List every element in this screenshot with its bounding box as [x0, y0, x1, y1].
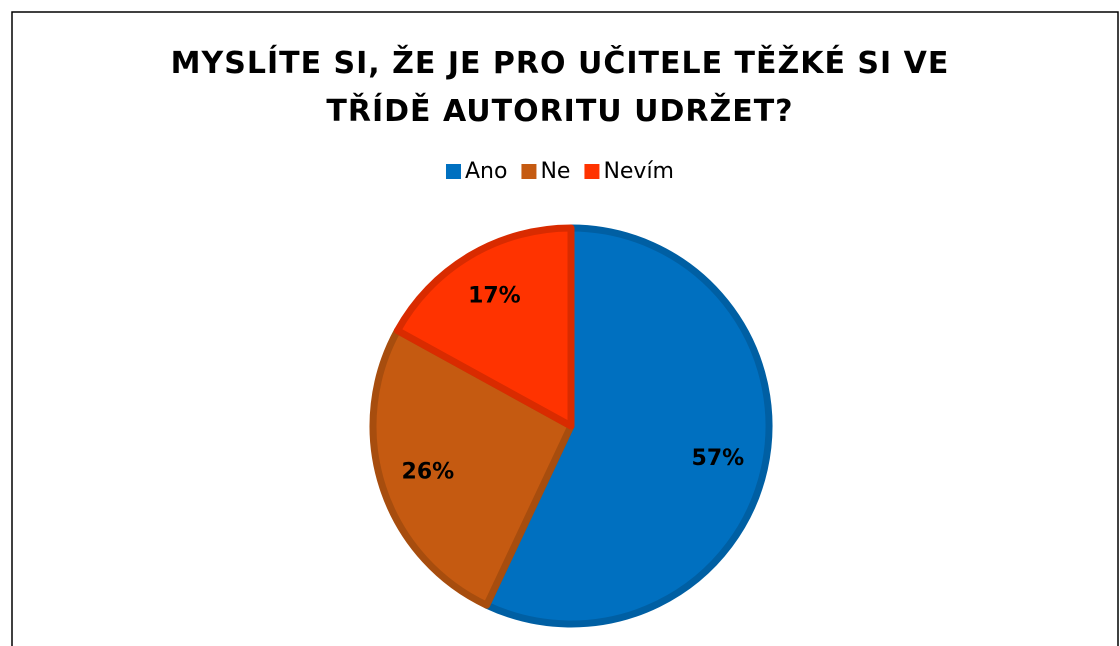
data-label: 26% — [402, 460, 455, 485]
legend-label: Ne — [540, 159, 570, 184]
legend-label: Ano — [465, 159, 507, 184]
pie-slice — [393, 224, 575, 430]
legend-label: Nevím — [603, 159, 674, 184]
legend-swatch — [584, 164, 600, 179]
data-label: 17% — [468, 283, 521, 308]
data-label: 57% — [692, 446, 745, 471]
pie-slice — [483, 224, 773, 628]
legend-swatch — [521, 164, 537, 179]
legend-swatch — [445, 164, 461, 179]
chart-title: MYSLÍTE SI, ŽE JE PRO UČITELE TĚŽKÉ SI V… — [170, 46, 950, 129]
